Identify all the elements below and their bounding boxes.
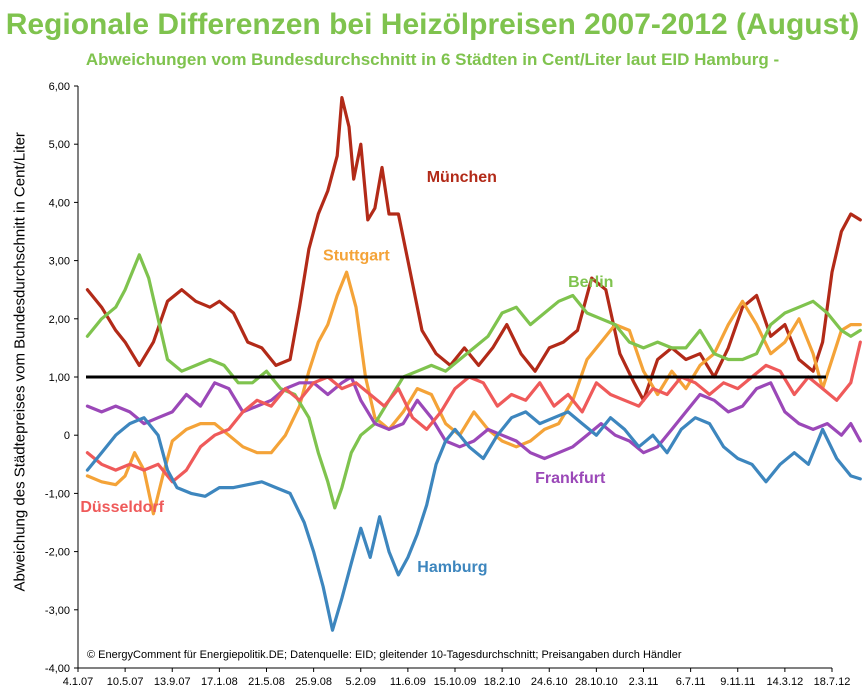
- series-lines: [85, 96, 862, 632]
- source-note: © EnergyComment für Energiepolitik.DE; D…: [87, 649, 682, 661]
- y-tick-label: -3,00: [45, 605, 70, 617]
- chart-title: Regionale Differenzen bei Heizölpreisen …: [5, 8, 860, 41]
- y-tick-label: 2,00: [49, 314, 70, 326]
- x-tick-label: 4.1.07: [63, 676, 94, 688]
- series-label-hamburg: Hamburg: [417, 559, 487, 576]
- x-tick-label: 5.2.09: [345, 676, 376, 688]
- y-tick-label: 5,00: [49, 139, 70, 151]
- series-line-frankfurt: [85, 375, 862, 461]
- series-line-düsseldorf: [85, 340, 862, 484]
- x-tick-label: 2.3.11: [629, 676, 659, 688]
- x-tick-label: 28.10.10: [575, 676, 618, 688]
- series-label-frankfurt: Frankfurt: [535, 470, 606, 487]
- x-tick-label: 13.9.07: [154, 676, 191, 688]
- x-tick-label: 25.9.08: [295, 676, 332, 688]
- x-tick-label: 11.6.09: [390, 676, 426, 688]
- series-label-düsseldorf: Düsseldorf: [80, 499, 164, 516]
- x-tick-label: 10.5.07: [107, 676, 144, 688]
- x-tick-label: 21.5.08: [248, 676, 285, 688]
- series-labels: München Stuttgart Berlin Frankfurt Düsseldor…: [80, 169, 613, 576]
- series-label-münchen: München: [427, 169, 497, 186]
- series-line-münchen: [85, 96, 862, 402]
- x-tick-label: 17.1.08: [201, 676, 238, 688]
- tick-labels: 6,00 5,00 4,00 3,00 2,00 1,00 0 -1,00 -2,00 -3,00…: [45, 81, 850, 688]
- x-tick-label: 15.10.09: [434, 676, 477, 688]
- series-line-berlin: [85, 253, 862, 510]
- x-tick-label: 18.7.12: [814, 676, 851, 688]
- y-tick-label: 1,00: [49, 372, 70, 384]
- x-tick-label: 24.6.10: [531, 676, 568, 688]
- y-tick-label: -2,00: [45, 547, 70, 559]
- series-line-hamburg: [85, 410, 862, 632]
- x-tick-label: 18.2.10: [484, 676, 521, 688]
- y-tick-label: 0: [64, 430, 70, 442]
- y-tick-label: -1,00: [45, 488, 70, 500]
- x-tick-label: 6.7.11: [676, 676, 706, 688]
- y-tick-label: 4,00: [49, 197, 70, 209]
- x-tick-label: 14.3.12: [767, 676, 804, 688]
- chart-subtitle: Abweichungen vom Bundesdurchschnitt in 6…: [85, 50, 780, 69]
- series-label-stuttgart: Stuttgart: [323, 248, 390, 265]
- series-label-berlin: Berlin: [568, 274, 613, 291]
- y-tick-label: 6,00: [49, 81, 70, 93]
- y-tick-label: 3,00: [49, 256, 70, 268]
- y-tick-label: -4,00: [45, 663, 70, 675]
- x-tick-label: 9.11.11: [720, 676, 755, 688]
- series-line-stuttgart: [85, 270, 862, 516]
